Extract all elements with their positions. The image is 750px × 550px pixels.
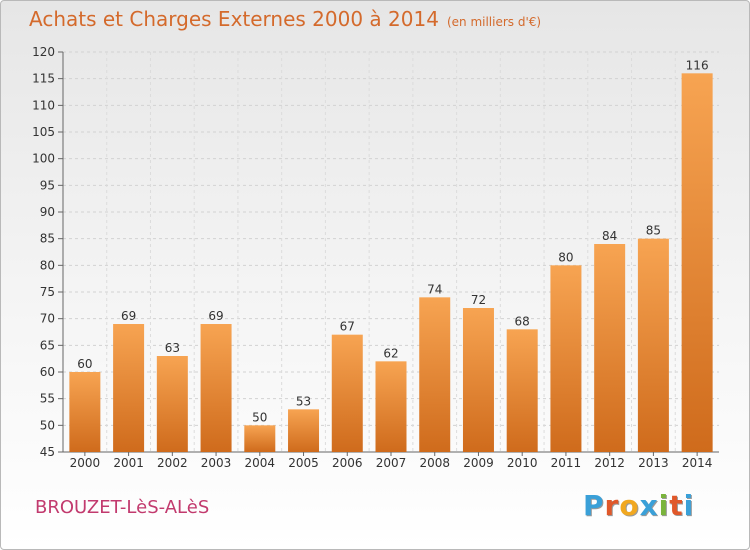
bar-value-label: 72: [471, 293, 486, 307]
logo-letter: r: [604, 489, 620, 522]
bar: [200, 324, 232, 452]
y-tick-label: 90: [40, 205, 55, 219]
labels: 45 50 55 60 65 70 75 80 85 90 95 100 105 110 115 120 60 2…: [32, 45, 712, 470]
x-tick-label: 2013: [638, 456, 669, 470]
logo-letter: P: [583, 489, 605, 522]
bar-value-label: 62: [383, 346, 398, 360]
y-tick-label: 105: [32, 125, 55, 139]
bar: [681, 73, 713, 452]
bar: [550, 265, 582, 452]
bar-value-label: 69: [208, 309, 223, 323]
bar-value-label: 80: [558, 250, 573, 264]
bar-value-label: 67: [340, 320, 355, 334]
y-tick-label: 70: [40, 312, 55, 326]
bar: [375, 361, 407, 452]
bar: [594, 244, 626, 452]
x-tick-label: 2000: [70, 456, 101, 470]
chart-title-text: Achats et Charges Externes 2000 à 2014: [29, 7, 439, 31]
x-tick-label: 2014: [682, 456, 713, 470]
bar: [156, 356, 188, 452]
y-tick-label: 110: [32, 98, 55, 112]
y-tick-label: 75: [40, 285, 55, 299]
chart-unit: (en milliers d'€): [446, 15, 542, 29]
bar: [288, 409, 320, 452]
logo-letter: i: [683, 489, 695, 522]
bar-value-label: 60: [77, 357, 92, 371]
y-tick-label: 65: [40, 338, 55, 352]
y-tick-label: 100: [32, 152, 55, 166]
bar-value-label: 69: [121, 309, 136, 323]
bar-value-label: 85: [646, 224, 661, 238]
bar: [113, 324, 145, 452]
bar: [244, 425, 276, 452]
chart-title: Achats et Charges Externes 2000 à 2014 (e…: [29, 7, 541, 31]
logo-letter: x: [639, 489, 659, 522]
bar-value-label: 116: [686, 58, 709, 72]
bar: [331, 334, 363, 452]
x-tick-label: 2005: [288, 456, 319, 470]
y-tick-label: 115: [32, 72, 55, 86]
x-tick-label: 2002: [157, 456, 188, 470]
logo-letter: i: [658, 489, 670, 522]
y-tick-label: 50: [40, 418, 55, 432]
y-tick-label: 55: [40, 392, 55, 406]
y-tick-label: 60: [40, 365, 55, 379]
y-tick-label: 80: [40, 258, 55, 272]
bar-value-label: 53: [296, 394, 311, 408]
bar-value-label: 84: [602, 229, 617, 243]
logo-letter: o: [619, 489, 640, 522]
bar: [462, 308, 494, 452]
commune-name: BROUZET-LèS-ALèS: [35, 497, 210, 518]
x-tick-label: 2011: [551, 456, 582, 470]
bar-value-label: 63: [165, 341, 180, 355]
bar: [637, 238, 669, 452]
y-tick-label: 85: [40, 232, 55, 246]
bar: [419, 297, 451, 452]
y-tick-label: 45: [40, 445, 55, 459]
x-tick-label: 2009: [463, 456, 494, 470]
x-tick-label: 2008: [419, 456, 450, 470]
bar-value-label: 74: [427, 282, 442, 296]
x-tick-label: 2007: [376, 456, 407, 470]
x-tick-label: 2004: [245, 456, 276, 470]
bar-value-label: 68: [515, 314, 530, 328]
x-tick-label: 2010: [507, 456, 538, 470]
y-tick-label: 95: [40, 178, 55, 192]
x-tick-label: 2001: [113, 456, 144, 470]
bar: [69, 372, 101, 452]
x-tick-label: 2006: [332, 456, 363, 470]
x-tick-label: 2012: [594, 456, 625, 470]
bars: [69, 73, 713, 452]
bar-value-label: 50: [252, 410, 267, 424]
proxiti-logo: Proxiti: [583, 489, 694, 522]
bar: [506, 329, 538, 452]
logo-letter: t: [669, 489, 684, 522]
x-tick-label: 2003: [201, 456, 232, 470]
y-tick-label: 120: [32, 45, 55, 59]
